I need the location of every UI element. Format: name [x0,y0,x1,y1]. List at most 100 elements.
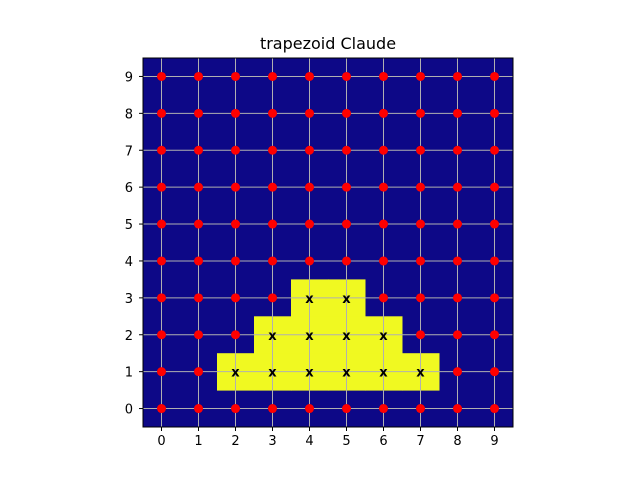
grid-point [342,145,351,155]
grid-point [342,404,351,414]
grid-point [157,108,166,118]
x-tick-label: 8 [453,434,461,449]
cell-x-marker: x [379,366,388,381]
grid-point [305,256,314,266]
grid-point [379,108,388,118]
grid-point [416,71,425,81]
y-tick-label: 5 [125,218,133,233]
grid-point [194,219,203,229]
cell-x-marker: x [231,366,240,381]
x-tick-label: 0 [157,434,165,449]
grid-point [416,182,425,192]
grid-point [268,108,277,118]
y-tick-label: 3 [125,292,133,307]
grid-point [231,182,240,192]
grid-point [231,404,240,414]
grid-point [379,182,388,192]
cell-x-marker: x [305,292,314,307]
grid-point [453,293,462,303]
grid-point [416,108,425,118]
grid-point [490,256,499,266]
grid-point [490,145,499,155]
grid-point [268,145,277,155]
grid-point [490,293,499,303]
cell-x-marker: x [342,292,351,307]
grid-point [416,219,425,229]
grid-point [342,256,351,266]
x-tick-label: 1 [194,434,202,449]
grid-point [416,330,425,340]
grid-point [379,293,388,303]
grid-point [231,256,240,266]
grid-point [157,330,166,340]
cell-x-marker: x [268,366,277,381]
grid-point [157,71,166,81]
grid-point [231,71,240,81]
grid-point [305,71,314,81]
grid-point [379,404,388,414]
plot-area: x x x x x x x x x x x x 0 1 2 3 4 5 6 7 8 9 0 1 2 3 4 5 6 7 8 9 [125,57,514,449]
x-tick-label: 2 [231,434,239,449]
grid-point [157,219,166,229]
x-tick-label: 5 [342,434,350,449]
grid-point [416,293,425,303]
grid-point [268,219,277,229]
grid-point [194,256,203,266]
grid-point [194,71,203,81]
grid-point [194,145,203,155]
grid-point [416,256,425,266]
grid-point [490,219,499,229]
grid-point [231,108,240,118]
grid-point [194,108,203,118]
grid-point [453,256,462,266]
grid-point [268,71,277,81]
cell-x-marker: x [305,366,314,381]
grid-point [268,182,277,192]
grid-point [305,182,314,192]
grid-point [342,71,351,81]
grid-point [194,367,203,377]
grid-point [268,293,277,303]
grid-point [379,256,388,266]
grid-point [194,293,203,303]
grid-point [305,145,314,155]
y-tick-label: 6 [125,181,133,196]
cell-x-marker: x [416,366,425,381]
grid-point [490,182,499,192]
grid-point [268,404,277,414]
grid-point [379,219,388,229]
y-tick-label: 1 [125,366,133,381]
grid-point [342,182,351,192]
grid-point [231,145,240,155]
y-tick-label: 8 [125,107,133,122]
y-tick-label: 9 [125,70,133,85]
axes-frame [142,57,514,428]
x-tick-label: 7 [416,434,424,449]
grid-point [453,367,462,377]
grid-point [379,71,388,81]
grid-point [157,404,166,414]
cell-x-marker: x [342,329,351,344]
grid-point [416,404,425,414]
grid-point [231,293,240,303]
x-tick-label: 3 [268,434,276,449]
grid-point [157,145,166,155]
grid-point [453,145,462,155]
grid-point [342,108,351,118]
grid-point [231,219,240,229]
grid-point [379,145,388,155]
grid-point [342,219,351,229]
chart-title: trapezoid Claude [260,34,396,53]
grid-point [305,219,314,229]
grid-point [157,293,166,303]
grid-point [157,256,166,266]
y-tick-label: 0 [125,403,133,418]
grid-point [453,330,462,340]
grid-point [453,219,462,229]
grid-point [157,182,166,192]
grid-point [416,145,425,155]
grid-point [490,367,499,377]
x-tick-label: 9 [490,434,498,449]
grid-point [305,404,314,414]
